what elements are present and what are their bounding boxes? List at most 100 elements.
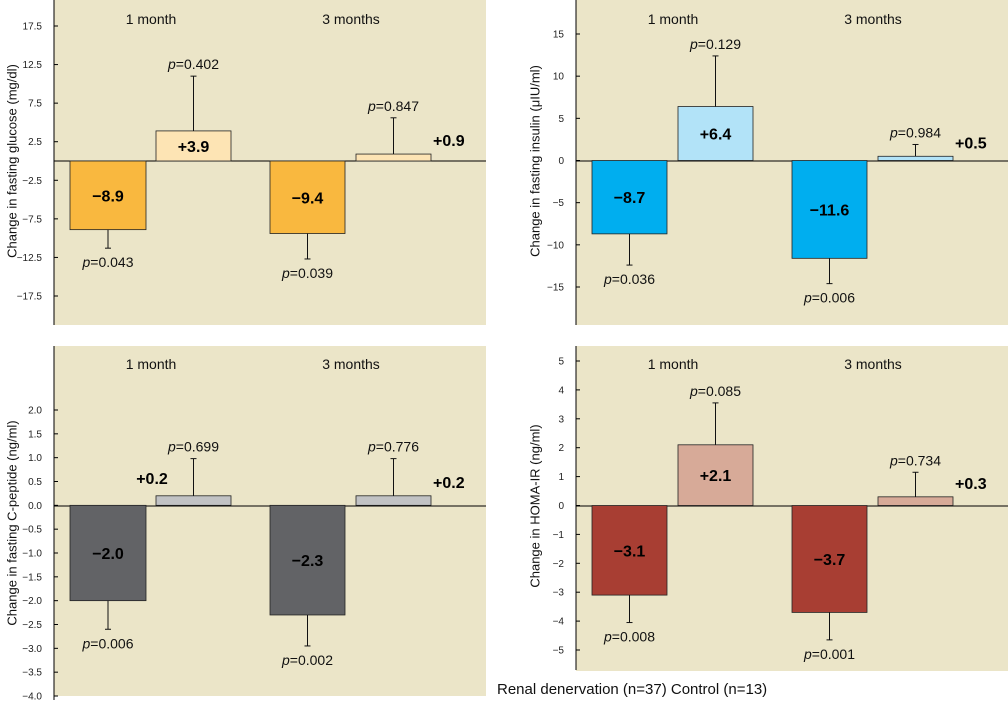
bar: [355, 153, 432, 162]
p-value-label: p=0.984: [889, 124, 941, 140]
bar-value-label: +0.9: [433, 133, 465, 150]
bar-value-label: +0.5: [955, 135, 987, 152]
y-tick-label: −1.5: [22, 572, 42, 583]
y-axis-label: Change in fasting glucose (mg/dl): [4, 64, 19, 258]
bar: [269, 504, 346, 616]
category-label: 1 month: [648, 356, 699, 372]
y-tick-label: 0: [558, 501, 564, 512]
bar-value-label: −3.7: [814, 552, 846, 569]
y-tick-label: −15: [547, 283, 564, 294]
y-tick-label: 0.5: [28, 477, 42, 488]
category-label: 3 months: [322, 356, 380, 372]
bar-value-label: −9.4: [292, 190, 324, 207]
y-tick-label: −3: [553, 588, 565, 599]
chart-panel-2: 15 10 5 0 −5 −10 −15 Change in fasting insulin …: [527, 0, 1008, 325]
category-label: 1 month: [648, 11, 699, 27]
bar-value-label: +6.4: [700, 127, 732, 144]
bar-value-label: −3.1: [614, 543, 646, 560]
p-value-label: p=0.008: [603, 629, 655, 645]
chart-panel-1: 17.5 12.5 7.5 2.5 −2.5 −7.5 −12.5 −17.5 Change i…: [4, 0, 486, 325]
y-tick-label: 12.5: [23, 60, 43, 71]
p-value-label: p=0.006: [803, 290, 855, 306]
bar: [791, 160, 868, 259]
bar-value-label: +0.2: [136, 471, 168, 488]
category-label: 3 months: [844, 11, 902, 27]
y-tick-label: 5: [558, 357, 564, 368]
y-tick-label: 2: [558, 443, 564, 454]
bar: [155, 130, 232, 162]
y-tick-label: 15: [553, 30, 565, 41]
category-label: 3 months: [844, 356, 902, 372]
y-tick-label: −4.0: [22, 692, 42, 703]
p-value-label: p=0.001: [803, 646, 855, 662]
bar: [791, 505, 868, 613]
bar-value-label: +0.2: [433, 475, 465, 492]
y-tick-label: 7.5: [28, 99, 42, 110]
bar: [591, 505, 668, 596]
p-value-label: p=0.039: [281, 265, 333, 281]
p-value-label: p=0.006: [81, 635, 133, 651]
y-tick-label: 1: [558, 472, 564, 483]
p-value-label: p=0.002: [281, 652, 333, 668]
y-tick-label: 1.5: [28, 429, 42, 440]
bar: [677, 444, 754, 506]
y-axis-label: Change in fasting insulin (μIU/ml): [527, 65, 542, 257]
bar: [355, 495, 432, 506]
y-tick-label: −4: [553, 617, 565, 628]
y-tick-label: −2: [553, 559, 565, 570]
legend-text: Renal denervation (n=37) Control (n=13): [497, 681, 768, 698]
y-axis-label: Change in fasting C-peptide (ng/ml): [4, 420, 19, 625]
bar: [269, 160, 346, 234]
bar-value-label: +0.3: [955, 476, 987, 493]
bar-value-label: −2.3: [292, 553, 324, 570]
bar-value-label: −2.0: [92, 546, 124, 563]
y-tick-label: −17.5: [17, 292, 43, 303]
chart-panel-4: 5 4 3 2 1 0 −1 −2 −3 −4 −5 Change in HOMA-IR (ng/ml…: [527, 346, 1008, 671]
y-axis-label: Change in HOMA-IR (ng/ml): [527, 424, 542, 587]
p-value-label: p=0.776: [367, 439, 419, 455]
p-value-label: p=0.699: [167, 439, 219, 455]
y-tick-label: −5: [553, 198, 565, 209]
bar-value-label: +2.1: [700, 468, 732, 485]
y-tick-label: 5: [558, 114, 564, 125]
p-value-label: p=0.847: [367, 98, 419, 114]
y-tick-label: 0.0: [28, 501, 42, 512]
p-value-label: p=0.734: [889, 452, 941, 468]
chart-panel-3: 2.0 1.5 1.0 0.5 0.0 −0.5 −1.0 −1.5 −2.0 −2.5 −3.0 −…: [4, 346, 486, 703]
bar: [591, 160, 668, 235]
y-tick-label: 2.0: [28, 406, 42, 417]
p-value-label: p=0.043: [81, 254, 133, 270]
y-tick-label: −2.0: [22, 596, 42, 607]
y-tick-label: −12.5: [17, 253, 43, 264]
bar: [155, 495, 232, 506]
y-tick-label: −7.5: [22, 214, 42, 225]
y-tick-label: 17.5: [23, 22, 43, 33]
p-value-label: p=0.085: [689, 383, 741, 399]
y-tick-label: 2.5: [28, 137, 42, 148]
y-tick-label: 3: [558, 414, 564, 425]
bar-value-label: −8.9: [92, 188, 124, 205]
y-tick-label: −0.5: [22, 525, 42, 536]
y-tick-label: 4: [558, 385, 564, 396]
y-tick-label: −5: [553, 646, 565, 657]
bar: [877, 496, 954, 506]
bar: [69, 504, 147, 602]
bar: [877, 155, 954, 161]
bar: [69, 160, 147, 231]
y-tick-label: −1: [553, 530, 565, 541]
y-tick-label: 0: [558, 156, 564, 167]
y-tick-label: −10: [547, 240, 564, 251]
p-value-label: p=0.129: [689, 36, 741, 52]
y-tick-label: −2.5: [22, 620, 42, 631]
y-tick-label: −2.5: [22, 176, 42, 187]
bar-value-label: −8.7: [614, 190, 646, 207]
p-value-label: p=0.036: [603, 271, 655, 287]
y-tick-label: 10: [553, 72, 565, 83]
p-value-label: p=0.402: [167, 56, 219, 72]
bar-value-label: −11.6: [810, 202, 850, 219]
y-tick-label: −3.5: [22, 668, 42, 679]
bar-value-label: +3.9: [178, 139, 210, 156]
y-tick-label: 1.0: [28, 453, 42, 464]
category-label: 3 months: [322, 11, 380, 27]
